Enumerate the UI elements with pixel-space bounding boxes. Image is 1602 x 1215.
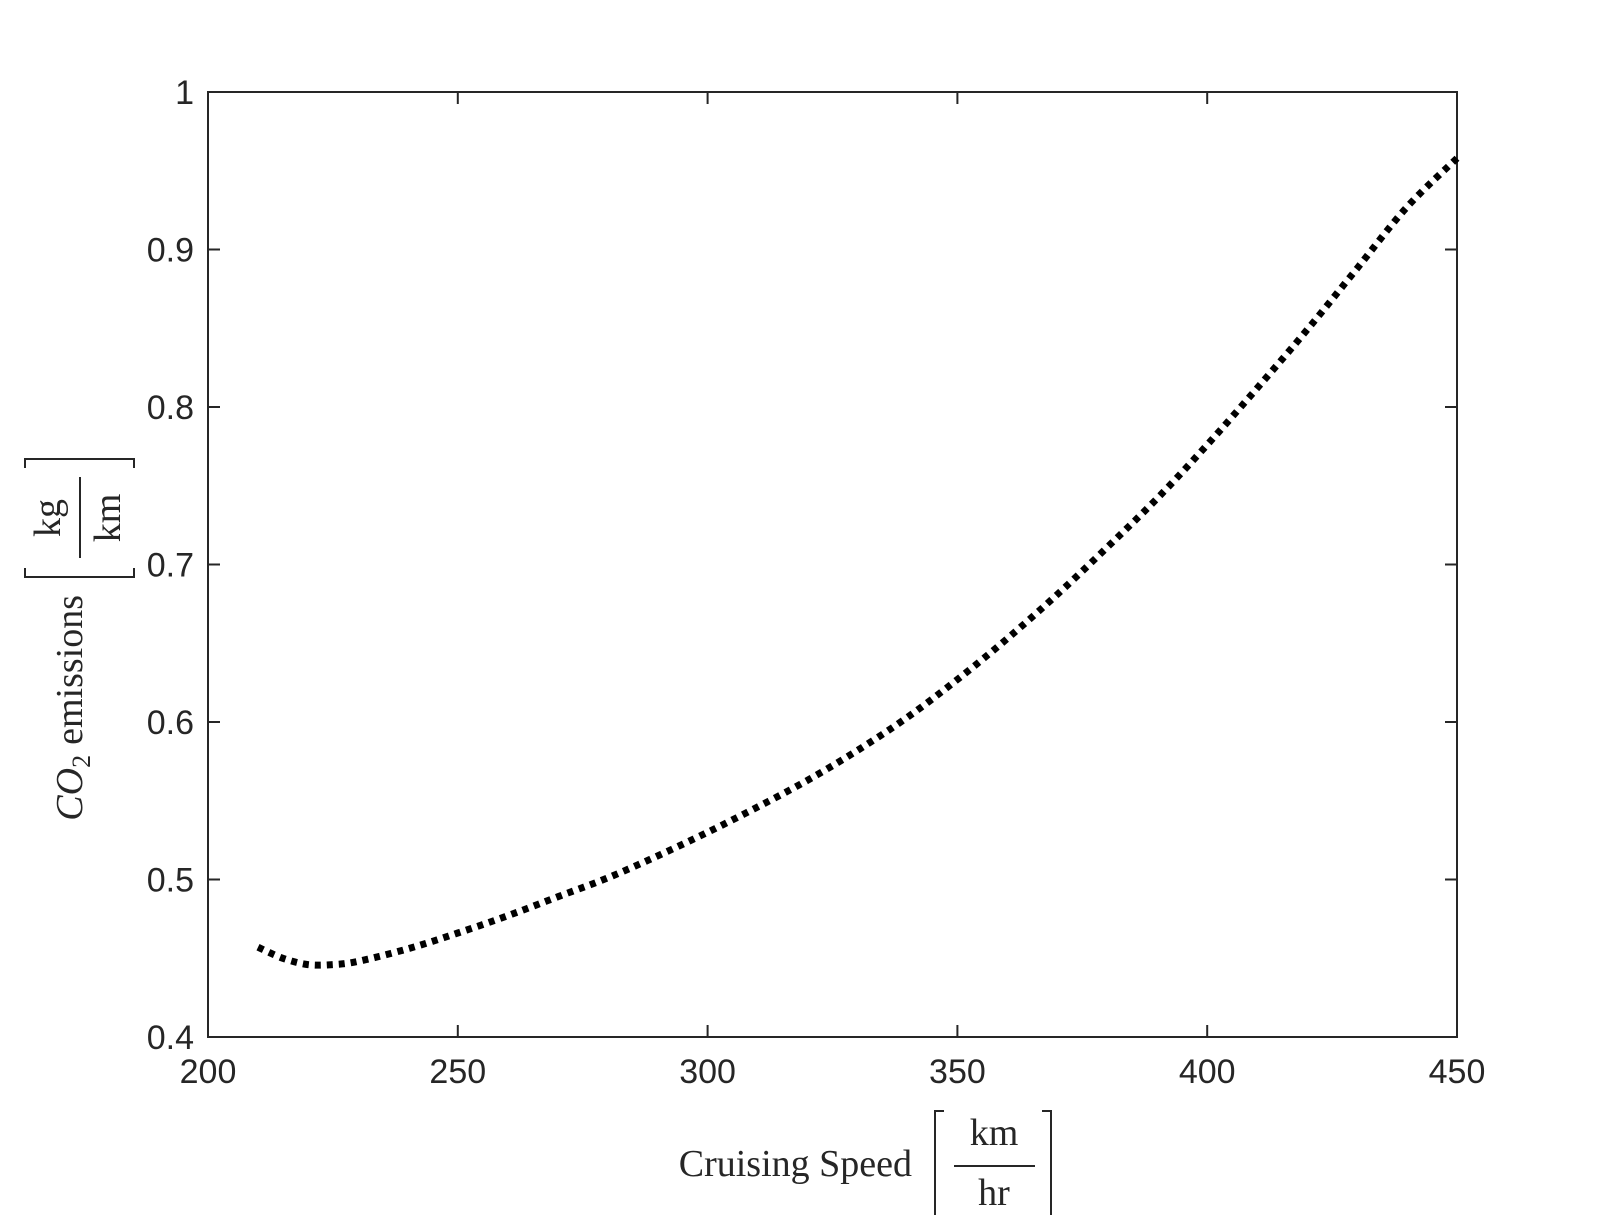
x-axis-unit-denominator: hr	[978, 1172, 1010, 1214]
x-axis-label: Cruising Speed km hr	[679, 1110, 1052, 1215]
y-tick-label: 0.9	[147, 232, 194, 270]
y-axis-unit-denominator: km	[87, 494, 129, 543]
y-tick-label: 1	[175, 74, 194, 112]
y-axis-label-rest: emissions	[49, 595, 91, 745]
y-axis-unit-numerator: kg	[27, 499, 69, 537]
y-tick-label: 0.7	[147, 547, 194, 585]
y-axis-label-co: CO	[49, 768, 91, 821]
y-axis-unit-left-bracket	[24, 568, 135, 578]
y-axis-label-subscript: 2	[67, 755, 96, 768]
tick-labels: 200 250 300 350 400 450 0.4 0.5 0.6 0.7 0.8 0.9 1	[147, 74, 1486, 1091]
x-axis-unit-right-bracket	[1042, 1110, 1052, 1215]
x-axis-label-text: Cruising Speed	[679, 1143, 912, 1185]
x-axis-unit-numerator: km	[970, 1112, 1019, 1154]
x-tick-label: 350	[929, 1053, 986, 1091]
plot-area	[207, 91, 1458, 1038]
x-tick-label: 450	[1429, 1053, 1486, 1091]
x-tick-label: 300	[679, 1053, 736, 1091]
axis-ticks	[207, 91, 1458, 1038]
y-tick-label: 0.6	[147, 704, 194, 742]
x-axis-unit-left-bracket	[934, 1110, 944, 1215]
x-tick-label: 250	[429, 1053, 486, 1091]
y-axis-unit-right-bracket	[24, 458, 135, 468]
y-tick-label: 0.4	[147, 1019, 194, 1057]
x-tick-label: 200	[180, 1053, 237, 1091]
data-series-line	[256, 155, 1460, 969]
y-tick-label: 0.5	[147, 862, 194, 900]
x-tick-label: 400	[1179, 1053, 1236, 1091]
y-tick-label: 0.8	[147, 389, 194, 427]
y-axis-label-text: CO2 emissions	[49, 595, 96, 821]
y-axis-label: CO2 emissions kg km	[24, 458, 135, 821]
series-layer	[256, 155, 1460, 969]
